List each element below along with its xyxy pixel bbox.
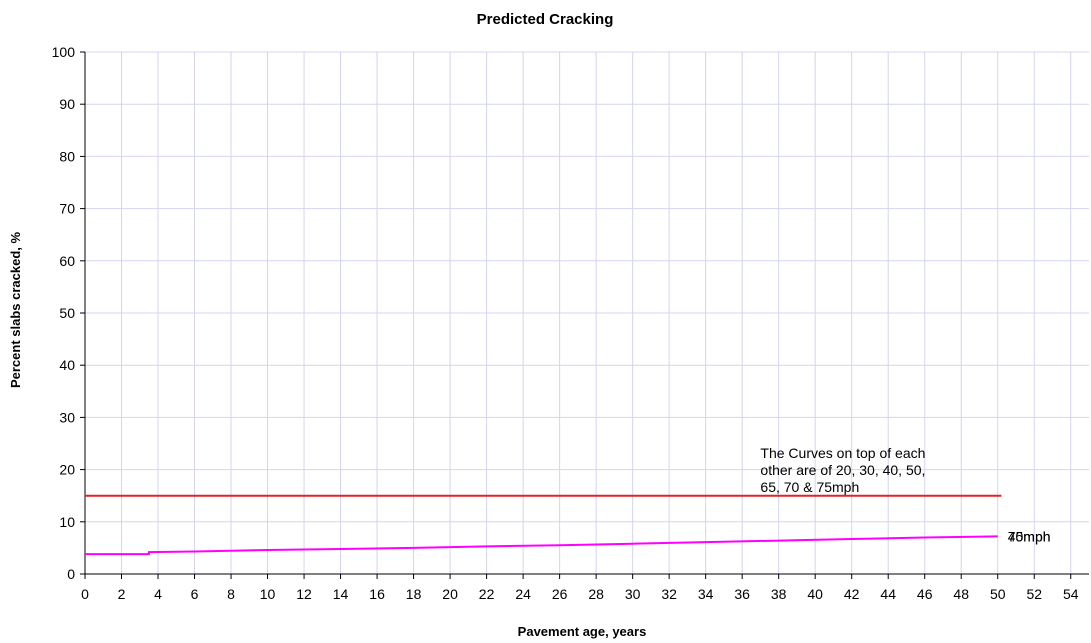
chart-title: Predicted Cracking <box>477 11 614 28</box>
x-tick-label: 10 <box>260 586 276 602</box>
x-tick-label: 50 <box>990 586 1006 602</box>
annotation-line: other are of 20, 30, 40, 50, <box>760 462 925 478</box>
y-axis-title: Percent slabs cracked, % <box>8 232 23 389</box>
x-tick-label: 48 <box>953 586 969 602</box>
chart-marks <box>85 496 1001 554</box>
x-tick-label: 14 <box>333 586 349 602</box>
y-tick-label: 70 <box>59 201 75 217</box>
x-tick-label: 32 <box>661 586 677 602</box>
y-tick-label: 10 <box>59 514 75 530</box>
y-tick-label: 60 <box>59 253 75 269</box>
y-tick-label: 50 <box>59 305 75 321</box>
y-tick-label: 30 <box>59 409 75 425</box>
x-tick-label: 54 <box>1063 586 1079 602</box>
x-tick-label: 46 <box>917 586 933 602</box>
x-tick-label: 40 <box>807 586 823 602</box>
series-line <box>85 536 998 554</box>
x-tick-label: 34 <box>698 586 714 602</box>
x-tick-label: 18 <box>406 586 422 602</box>
y-tick-label: 90 <box>59 96 75 112</box>
x-tick-label: 42 <box>844 586 860 602</box>
x-tick-label: 24 <box>515 586 531 602</box>
x-tick-label: 20 <box>442 586 458 602</box>
x-tick-label: 38 <box>771 586 787 602</box>
x-tick-label: 44 <box>880 586 896 602</box>
x-tick-label: 30 <box>625 586 641 602</box>
y-tick-label: 40 <box>59 357 75 373</box>
x-tick-label: 0 <box>81 586 89 602</box>
x-tick-label: 52 <box>1026 586 1042 602</box>
x-tick-label: 22 <box>479 586 495 602</box>
y-tick-label: 20 <box>59 462 75 478</box>
x-tick-label: 36 <box>734 586 750 602</box>
x-tick-label: 16 <box>369 586 385 602</box>
x-tick-label: 12 <box>296 586 312 602</box>
x-tick-label: 26 <box>552 586 568 602</box>
y-tick-label: 80 <box>59 148 75 164</box>
annotation-line: The Curves on top of each <box>760 445 925 461</box>
x-tick-label: 2 <box>118 586 126 602</box>
annotation-line: 65, 70 & 75mph <box>760 479 859 495</box>
x-tick-label: 6 <box>191 586 199 602</box>
x-tick-label: 8 <box>227 586 235 602</box>
x-tick-label: 4 <box>154 586 162 602</box>
series-end-label: 40mph <box>1008 528 1051 544</box>
y-tick-label: 0 <box>67 566 75 582</box>
x-tick-label: 28 <box>588 586 604 602</box>
x-axis-title: Pavement age, years <box>518 624 647 639</box>
y-tick-label: 100 <box>52 44 76 60</box>
